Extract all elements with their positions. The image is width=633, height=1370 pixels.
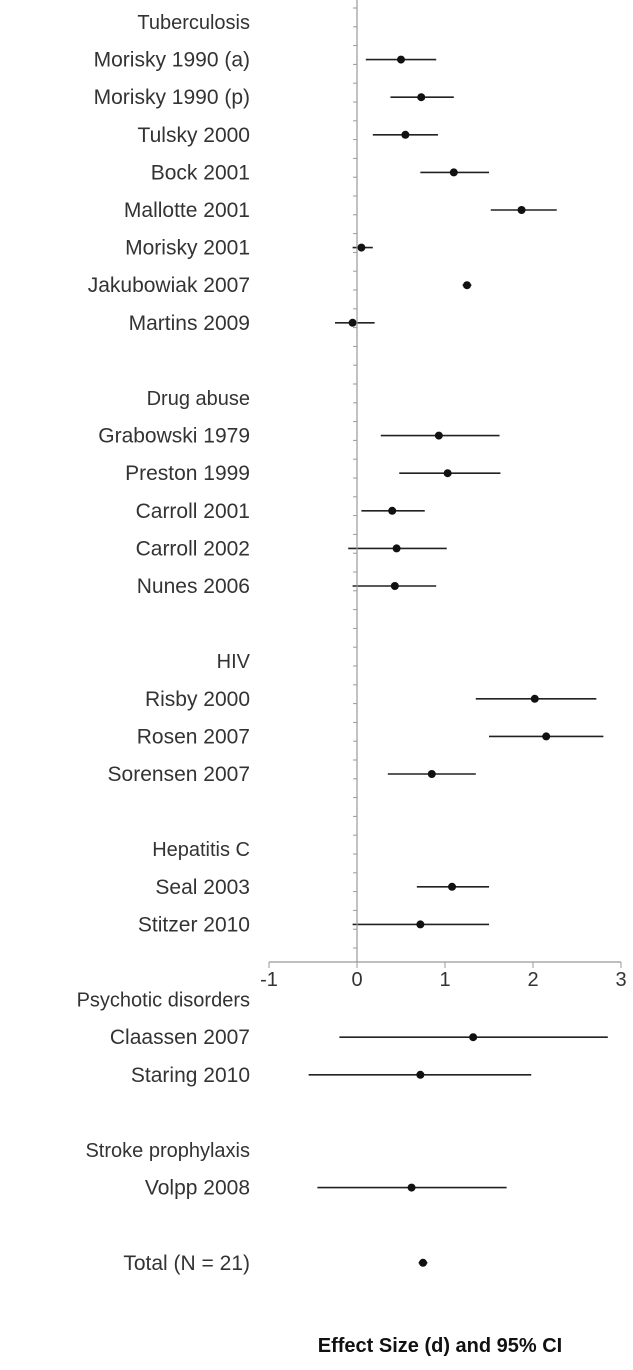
study-point xyxy=(416,1070,425,1079)
study-point xyxy=(390,582,399,590)
study-point xyxy=(407,1183,416,1192)
study-point xyxy=(427,770,436,778)
study-point xyxy=(542,732,551,741)
study-point xyxy=(388,506,397,515)
study-label: Carroll 2001 xyxy=(136,500,250,523)
group-header: Tuberculosis xyxy=(137,12,250,34)
plot-rows: Tuberculosis Morisky 1990 (a) Morisky 1990… xyxy=(77,12,608,1275)
study-label: Jakubowiak 2007 xyxy=(88,274,250,297)
study-label: Risby 2000 xyxy=(145,688,250,711)
study-label: Sorensen 2007 xyxy=(108,763,250,786)
x-tick-label: 0 xyxy=(351,969,362,991)
study-point xyxy=(448,882,457,891)
study-label: Tulsky 2000 xyxy=(138,124,250,147)
study-point xyxy=(469,1033,478,1042)
study-label: Staring 2010 xyxy=(131,1064,250,1087)
study-point xyxy=(530,694,539,703)
study-label: Morisky 1990 (p) xyxy=(94,86,250,109)
x-axis-title: Effect Size (d) and 95% CI xyxy=(318,1335,563,1357)
study-label: Grabowski 1979 xyxy=(98,425,250,448)
study-label: Morisky 1990 (a) xyxy=(94,49,250,72)
study-point xyxy=(517,206,526,214)
study-label: Rosen 2007 xyxy=(137,725,250,748)
x-tick-label: 3 xyxy=(615,969,626,991)
x-tick-label: 1 xyxy=(439,969,450,991)
study-point xyxy=(463,281,471,290)
study-label: Morisky 2001 xyxy=(125,237,250,260)
study-point xyxy=(401,130,410,139)
total-label: Total (N = 21) xyxy=(123,1252,250,1275)
group-header: Stroke prophylaxis xyxy=(85,1140,250,1162)
study-point xyxy=(392,544,401,553)
study-point xyxy=(417,93,426,102)
study-point xyxy=(416,920,425,929)
study-label: Martins 2009 xyxy=(129,312,250,335)
study-point xyxy=(348,318,357,327)
x-tick-label: -1 xyxy=(260,969,278,991)
x-axis: -1 0 1 2 3 xyxy=(260,0,627,991)
study-point xyxy=(449,168,458,177)
study-label: Claassen 2007 xyxy=(110,1026,250,1049)
group-header: HIV xyxy=(217,651,251,673)
study-label: Preston 1999 xyxy=(125,462,250,485)
study-label: Volpp 2008 xyxy=(145,1177,250,1200)
study-label: Nunes 2006 xyxy=(137,575,250,598)
study-point xyxy=(443,469,452,478)
study-point xyxy=(397,55,405,64)
study-point xyxy=(357,243,366,252)
study-label: Carroll 2002 xyxy=(136,537,250,560)
study-label: Seal 2003 xyxy=(155,876,250,899)
study-label: Bock 2001 xyxy=(151,161,250,184)
group-header: Drug abuse xyxy=(147,388,250,410)
group-header: Hepatitis C xyxy=(152,839,250,861)
group-header: Psychotic disorders xyxy=(77,990,250,1012)
total-point xyxy=(419,1258,427,1267)
study-point xyxy=(434,431,443,440)
study-label: Stitzer 2010 xyxy=(138,913,250,936)
study-label: Mallotte 2001 xyxy=(124,199,250,222)
x-tick-label: 2 xyxy=(527,969,538,991)
